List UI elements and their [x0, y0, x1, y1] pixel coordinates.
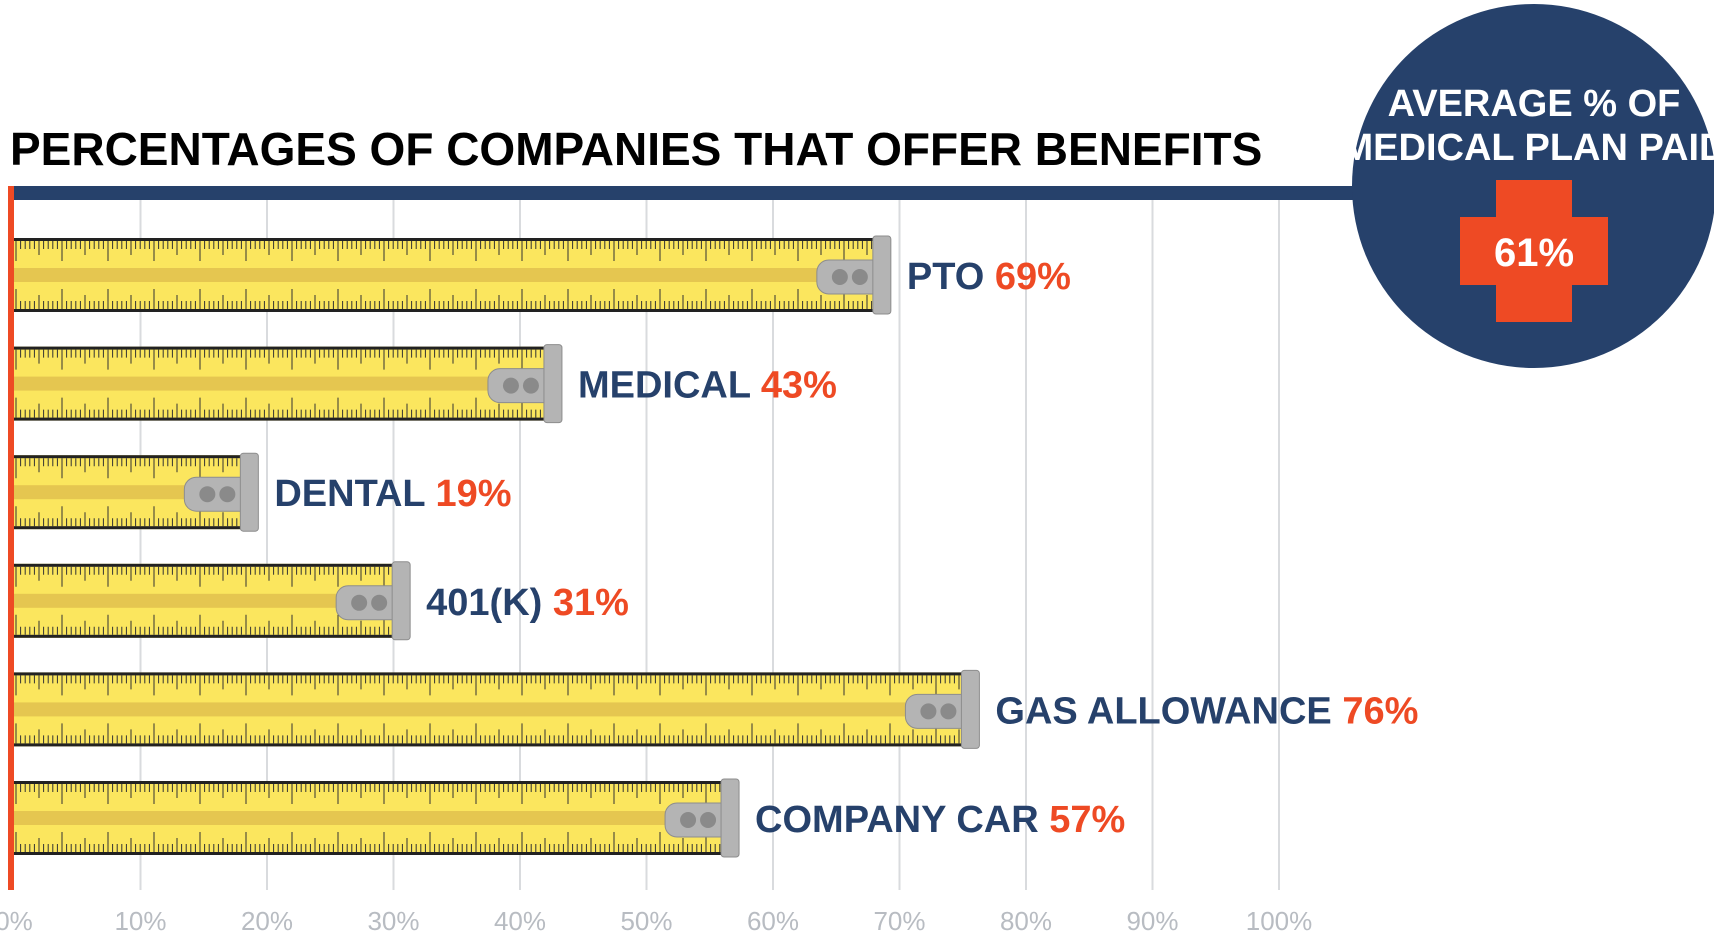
- ruler-ticks: [15, 675, 969, 744]
- x-tick-label: 80%: [1000, 906, 1052, 936]
- bars: PTO 69% MEDICAL 43% DENTAL 19% 401(K) 31% GA…: [14, 235, 1418, 858]
- callout-line2: MEDICAL PLAN PAID: [1342, 127, 1714, 169]
- category-label: MEDICAL: [578, 365, 761, 407]
- value-label: 76%: [1342, 690, 1418, 732]
- category-label: 401(K): [426, 582, 553, 624]
- tape-hook-icon: [335, 561, 411, 641]
- bar-stripe: [14, 376, 558, 391]
- tape-hook-icon: [664, 778, 740, 858]
- chart-title: PERCENTAGES OF COMPANIES THAT OFFER BENE…: [10, 123, 1262, 175]
- value-label: 69%: [995, 256, 1071, 298]
- bar: DENTAL 19%: [14, 452, 512, 532]
- bar: 401(K) 31%: [14, 561, 629, 641]
- gridlines: [139, 200, 1280, 890]
- bar-label: COMPANY CAR 57%: [755, 799, 1125, 841]
- x-tick-label: 10%: [114, 906, 166, 936]
- callout-line1: AVERAGE % OF: [1388, 83, 1681, 125]
- bar: MEDICAL 43%: [14, 344, 837, 424]
- callout-value: 61%: [1494, 231, 1574, 275]
- ruler-ticks: [15, 458, 247, 527]
- title-underline-bar: [8, 186, 1358, 200]
- x-tick-label: 40%: [494, 906, 546, 936]
- x-tick-label: 50%: [620, 906, 672, 936]
- ruler-ticks: [15, 566, 399, 635]
- x-tick-label: 30%: [367, 906, 419, 936]
- bar: PTO 69%: [14, 235, 1071, 315]
- category-label: PTO: [907, 256, 995, 298]
- category-label: GAS ALLOWANCE: [995, 690, 1342, 732]
- x-axis-ticks: 0% 10% 20% 30% 40% 50% 60% 70% 80% 90% 100%: [0, 906, 1312, 936]
- x-tick-label: 70%: [873, 906, 925, 936]
- bar-label: MEDICAL 43%: [578, 365, 837, 407]
- bar: GAS ALLOWANCE 76%: [14, 669, 1418, 749]
- bar-label: DENTAL 19%: [274, 473, 511, 515]
- value-label: 19%: [436, 473, 512, 515]
- category-label: DENTAL: [274, 473, 435, 515]
- medical-cross-icon: [1460, 180, 1608, 322]
- ruler-ticks: [15, 349, 551, 418]
- medical-callout: AVERAGE % OF MEDICAL PLAN PAID 61%: [1342, 4, 1714, 368]
- tape-hook-icon: [487, 344, 563, 424]
- x-tick-label: 100%: [1246, 906, 1313, 936]
- bar-stripe: [14, 702, 976, 717]
- value-label: 43%: [761, 365, 837, 407]
- bar-stripe: [14, 593, 407, 608]
- bar-label: PTO 69%: [907, 256, 1071, 298]
- bar-stripe: [14, 811, 736, 825]
- x-tick-label: 0%: [0, 906, 33, 936]
- value-label: 57%: [1049, 799, 1125, 841]
- y-axis-line: [8, 186, 14, 890]
- x-tick-label: 60%: [747, 906, 799, 936]
- ruler-ticks: [15, 784, 730, 852]
- tape-hook-icon: [904, 669, 980, 749]
- bar-label: GAS ALLOWANCE 76%: [995, 690, 1418, 732]
- tape-hook-icon: [183, 452, 259, 532]
- category-label: COMPANY CAR: [755, 799, 1049, 841]
- ruler-ticks: [15, 241, 882, 309]
- value-label: 31%: [553, 582, 629, 624]
- tape-hook-icon: [816, 235, 892, 315]
- x-tick-label: 90%: [1126, 906, 1178, 936]
- bar-stripe: [14, 268, 887, 282]
- bar: COMPANY CAR 57%: [14, 778, 1125, 858]
- bar-label: 401(K) 31%: [426, 582, 629, 624]
- x-tick-label: 20%: [241, 906, 293, 936]
